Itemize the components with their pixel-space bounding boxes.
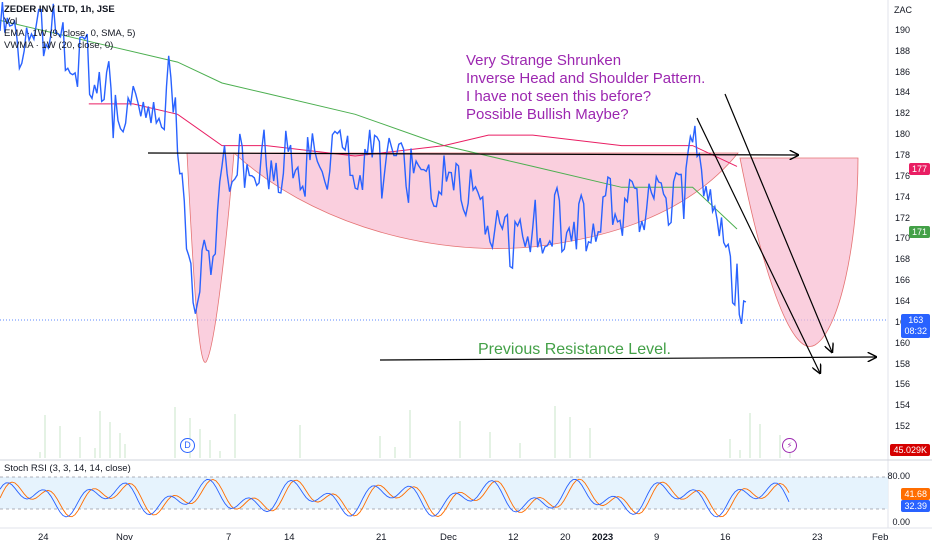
y-tick-label: 174 [894, 191, 910, 202]
y-tick-label: 160 [894, 337, 910, 348]
ema-line [0, 19, 738, 230]
x-tick-label: 20 [560, 532, 571, 543]
annotation-line-3: I have not seen this before? [466, 88, 652, 105]
neckline-arrow [147, 153, 798, 155]
y-tick-label: 186 [894, 66, 910, 77]
pattern-annotation: Very Strange Shrunken Inverse Head and S… [466, 52, 705, 124]
y-tick-label: 184 [894, 87, 910, 98]
x-tick-label: 21 [376, 532, 387, 543]
x-tick-label: Dec [440, 532, 457, 543]
volume-badge: 45.029K [890, 444, 930, 456]
x-tick-label: 16 [720, 532, 731, 543]
right-shoulder-shape [739, 157, 859, 347]
downtrend-arrow-lower [696, 117, 820, 373]
y-tick-label: 156 [894, 379, 910, 390]
dividend-marker[interactable]: D [180, 438, 195, 453]
y-tick-label: 168 [894, 254, 910, 265]
y-tick-label: 190 [894, 24, 910, 35]
resistance-arrow [379, 357, 876, 360]
stoch-d-badge: 32.39 [901, 500, 930, 512]
price-badge: 163 08:32 [901, 314, 930, 338]
volume-label: Vol [4, 16, 18, 27]
y-tick-label: 152 [894, 421, 910, 432]
y-tick-label: 176 [894, 170, 910, 181]
y-tick-label: 166 [894, 275, 910, 286]
stoch-rsi-title: Stoch RSI (3, 3, 14, 14, close) [4, 463, 131, 474]
y-tick-label: 178 [894, 150, 910, 160]
x-tick-label: 12 [508, 532, 519, 543]
y-tick-label: 172 [894, 212, 910, 223]
x-tick-label: Feb [872, 532, 889, 543]
x-tick-label: 7 [226, 532, 232, 543]
y-tick-label: 180 [894, 129, 910, 140]
annotation-line-1: Very Strange Shrunken [466, 52, 622, 69]
symbol-title: ZEDER INV LTD, 1h, JSE [4, 4, 115, 15]
annotation-line-2: Inverse Head and Shoulder Pattern. [466, 70, 706, 87]
stoch-tick-80: 80.00 [887, 471, 910, 481]
stoch-k-badge: 41.68 [901, 488, 930, 500]
x-tick-label: 24 [38, 532, 49, 543]
x-tick-label: 2023 [592, 532, 614, 543]
x-tick-label: 14 [284, 532, 295, 543]
x-tick-label: 23 [812, 532, 823, 543]
resistance-annotation: Previous Resistance Level. [478, 341, 671, 358]
ema-label: EMA · 1W (9, close, 0, SMA, 5) [4, 28, 136, 39]
left-shoulder-shape [186, 152, 235, 363]
earnings-marker-icon[interactable]: ⚡ [782, 438, 797, 453]
price-line [0, 1, 747, 325]
bar-countdown: 08:32 [904, 326, 927, 336]
vwma-label: VWMA · 1W (20, close, 0) [4, 40, 114, 51]
chart-legend: ZEDER INV LTD, 1h, JSE Vol EMA · 1W (9, … [4, 4, 135, 52]
downtrend-arrow-upper [724, 93, 832, 352]
vwma-value-badge: 171 [908, 226, 930, 238]
price-value: 163 [908, 315, 924, 325]
y-tick-label: 164 [894, 296, 910, 306]
vwma-line [88, 103, 738, 167]
y-tick-label: 182 [894, 108, 910, 119]
y-tick-label: 154 [894, 400, 910, 411]
x-tick-label: Nov [116, 532, 133, 543]
stoch-k-line [0, 478, 790, 518]
head-shape [232, 152, 739, 249]
y-tick-label: 158 [894, 358, 910, 369]
x-tick-label: 9 [654, 532, 660, 543]
ema-value-badge: 177 [908, 163, 930, 175]
stoch-tick-0: 0.00 [892, 517, 910, 527]
y-tick-label: 188 [894, 45, 910, 56]
annotation-line-4: Possible Bullish Maybe? [466, 106, 629, 123]
y-tick-label: 170 [894, 233, 910, 244]
currency-label: ZAC [894, 5, 912, 15]
